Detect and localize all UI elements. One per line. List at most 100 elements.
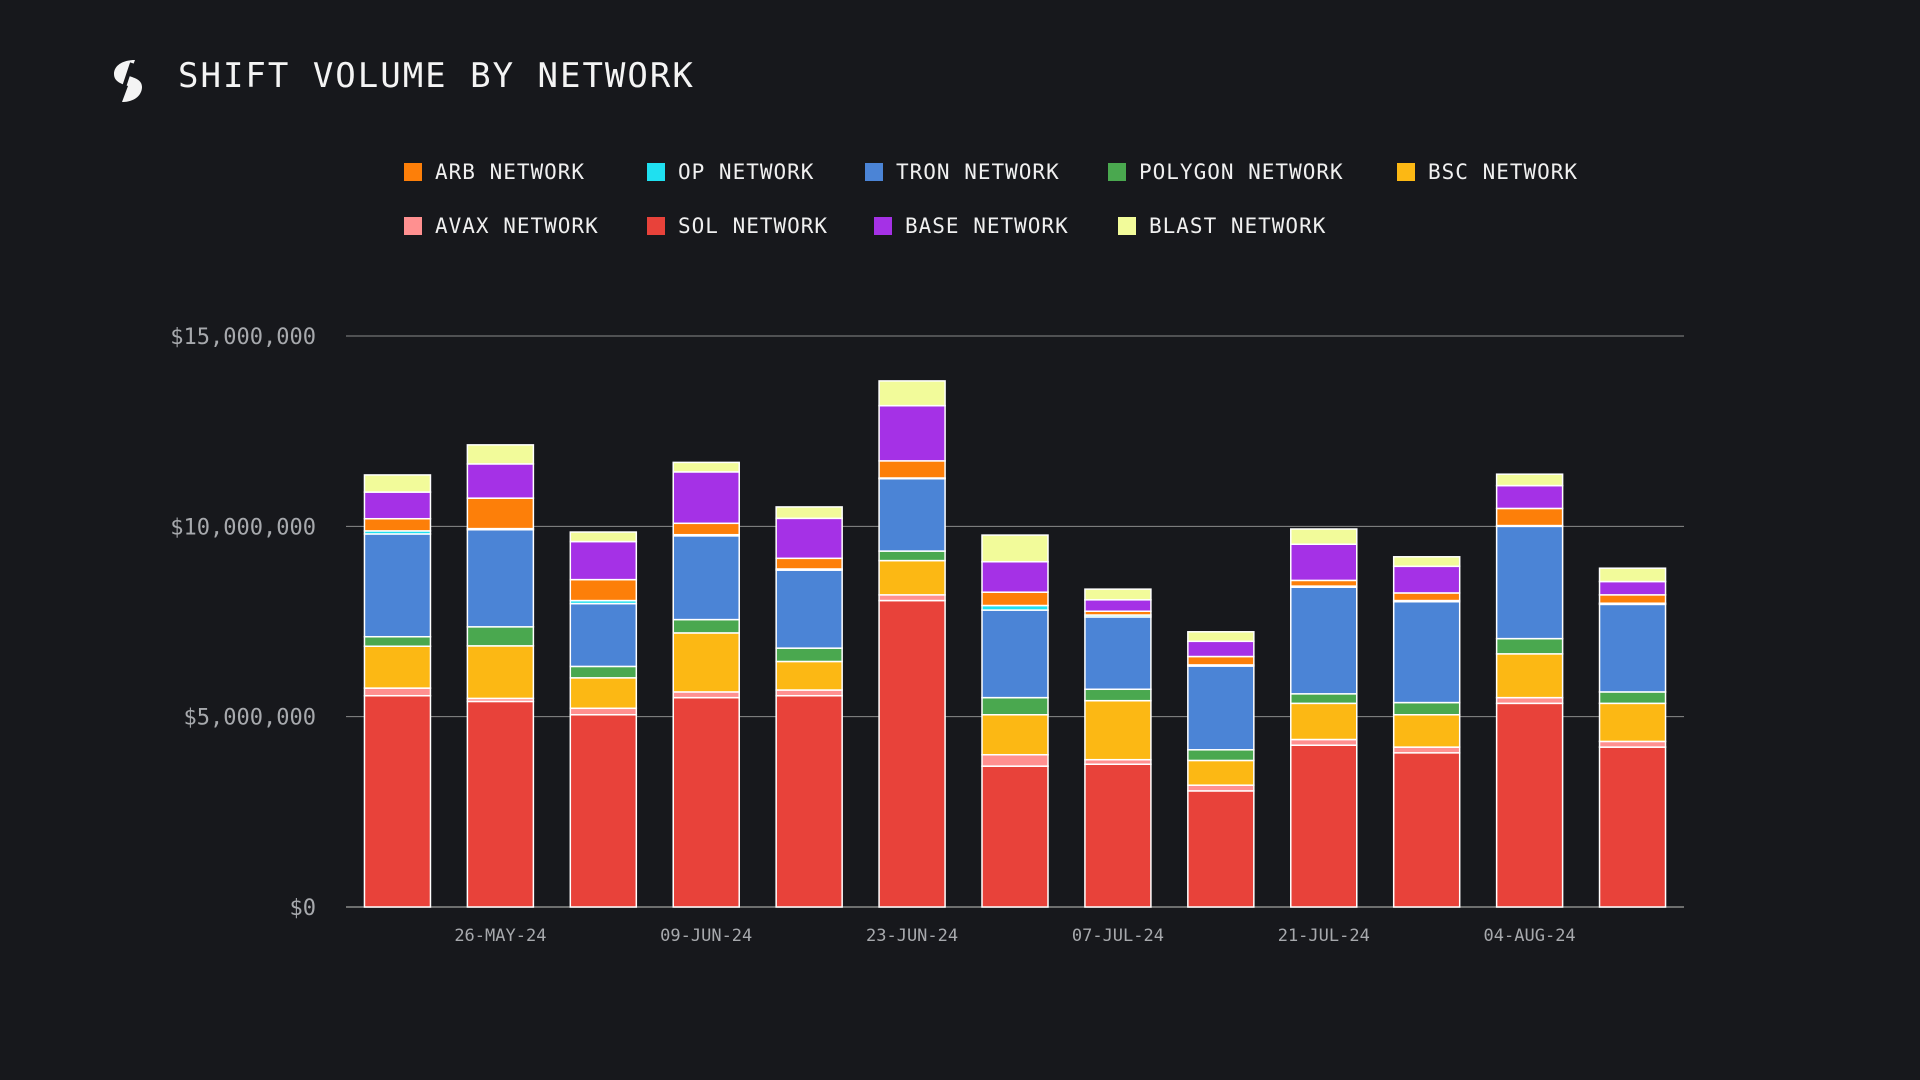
bar-segment (1598, 702, 1667, 743)
bar-segment (569, 531, 638, 543)
bar-segment (775, 569, 843, 649)
bar-stack (1187, 631, 1255, 908)
legend-item-sol: SOL NETWORK (647, 214, 828, 238)
bar-segment (981, 753, 1049, 767)
bar-segment (466, 463, 535, 499)
bar-segment (672, 461, 740, 473)
bar-segment (466, 626, 535, 647)
x-tick-label: 09-JUN-24 (660, 926, 752, 946)
bar-stack (569, 531, 638, 908)
x-tick-label: 04-AUG-24 (1484, 926, 1576, 946)
bar-segment (981, 534, 1049, 563)
legend-swatch-avax (404, 217, 422, 235)
bar-segment (466, 645, 535, 700)
bar-segment (1084, 688, 1152, 702)
x-tick-label: 26-MAY-24 (454, 926, 546, 946)
bar-segment (363, 474, 432, 493)
bar-segment (1187, 655, 1255, 666)
bar-segment (1084, 588, 1152, 601)
bar-segment (569, 578, 638, 602)
sideshift-logo-icon (114, 60, 142, 102)
legend-swatch-blast (1118, 217, 1136, 235)
bar-segment (363, 694, 432, 908)
legend-label-bsc: BSC NETWORK (1428, 160, 1579, 184)
bar-segment (569, 714, 638, 908)
bar-segment (569, 602, 638, 668)
legend-swatch-base (874, 217, 892, 235)
bar-segment (981, 696, 1049, 716)
bar-segment (878, 478, 946, 552)
bar-segment (1187, 640, 1255, 658)
bar-segment (1495, 696, 1564, 705)
legend-item-polygon: POLYGON NETWORK (1108, 160, 1344, 184)
legend-item-blast: BLAST NETWORK (1118, 214, 1326, 238)
bar-segment (775, 557, 843, 570)
bar-segment (363, 491, 432, 520)
bar-segment (878, 404, 946, 462)
bar-segment (672, 691, 740, 699)
bar-segment (672, 471, 740, 525)
legend-label-sol: SOL NETWORK (678, 214, 829, 238)
x-tick-label: 21-JUL-24 (1278, 926, 1370, 946)
legend-swatch-polygon (1108, 163, 1126, 181)
bar-segment (1495, 653, 1564, 699)
bar-stack (363, 474, 432, 908)
bar-stack (1084, 588, 1152, 908)
bar-segment (1392, 746, 1461, 754)
y-tick-label: $15,000,000 (170, 325, 316, 350)
bar-segment (466, 497, 535, 530)
bar-segment (1392, 592, 1461, 602)
bar-segment (1392, 565, 1461, 594)
bar-segment (775, 517, 843, 560)
bars-layer (363, 380, 1667, 908)
legend-item-bsc: BSC NETWORK (1397, 160, 1578, 184)
bar-segment (878, 380, 946, 407)
x-tick-label: 07-JUL-24 (1072, 926, 1164, 946)
bar-segment (981, 591, 1049, 607)
legend-label-op: OP NETWORK (678, 160, 815, 184)
bar-stack (672, 461, 740, 908)
legend-item-arb: ARB NETWORK (404, 160, 585, 184)
bar-segment (363, 645, 432, 689)
bar-segment (1495, 507, 1564, 527)
bar-segment (1392, 701, 1461, 716)
bar-segment (363, 635, 432, 647)
bar-segment (1290, 744, 1358, 908)
bar-segment (569, 677, 638, 710)
bar-segment (1084, 763, 1152, 908)
bar-segment (775, 694, 843, 908)
bar-segment (1598, 740, 1667, 748)
bar-segment (1598, 567, 1667, 583)
bar-stack (1290, 528, 1358, 908)
legend-swatch-op (647, 163, 665, 181)
bar-segment (569, 540, 638, 581)
bar-segment (1187, 784, 1255, 792)
legend-swatch-tron (865, 163, 883, 181)
bar-segment (1187, 790, 1255, 908)
legend-label-base: BASE NETWORK (905, 214, 1069, 238)
bar-segment (1290, 528, 1358, 545)
bar-segment (672, 618, 740, 634)
bar-segment (878, 594, 946, 602)
bar-stack (1598, 567, 1667, 908)
bar-segment (1290, 586, 1358, 695)
bar-segment (1290, 693, 1358, 705)
bar-segment (1392, 556, 1461, 568)
bar-segment (878, 559, 946, 596)
bar-segment (1495, 637, 1564, 655)
legend-item-avax: AVAX NETWORK (404, 214, 599, 238)
bar-segment (466, 529, 535, 628)
bar-stack (878, 380, 946, 908)
bar-segment (1392, 752, 1461, 908)
bar-segment (981, 765, 1049, 908)
bar-segment (1598, 580, 1667, 596)
bar-segment (1598, 603, 1667, 693)
bar-segment (363, 517, 432, 532)
bar-segment (1495, 702, 1564, 908)
page-title: SHIFT VOLUME BY NETWORK (178, 56, 695, 96)
x-tick-label: 23-JUN-24 (866, 926, 958, 946)
bar-segment (466, 700, 535, 908)
bar-segment (1495, 484, 1564, 510)
bar-segment (1598, 691, 1667, 705)
